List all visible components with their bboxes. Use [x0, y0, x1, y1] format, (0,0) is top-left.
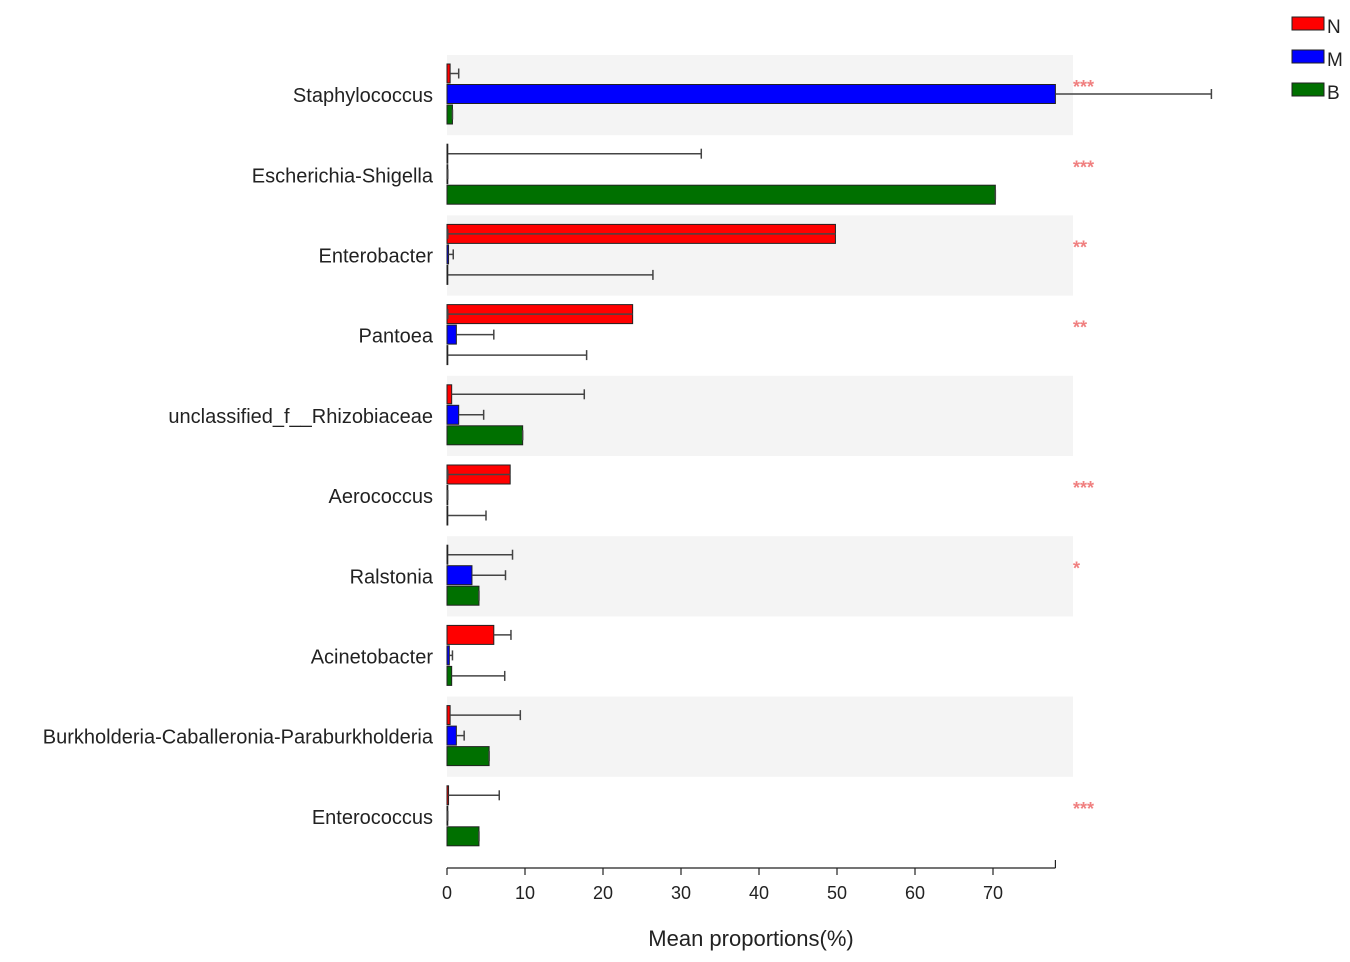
x-tick-label: 50: [827, 883, 847, 903]
x-tick-label: 40: [749, 883, 769, 903]
legend-label-B: B: [1327, 83, 1340, 104]
bar-N-1: [446, 63, 451, 84]
significance-marker: *: [1073, 558, 1080, 578]
bar-M-8: [446, 645, 450, 666]
bar-B-7: [446, 585, 480, 606]
category-label: Enterococcus: [312, 807, 433, 829]
significance-marker: ***: [1073, 77, 1094, 97]
bar-B-1: [446, 104, 453, 125]
bar-M-3: [446, 244, 450, 265]
bar-M-7: [446, 565, 473, 586]
row-band: [447, 536, 1073, 617]
category-label: unclassified_f__Rhizobiaceae: [168, 406, 433, 428]
bar-M-5: [446, 404, 460, 425]
bar-N-7: [446, 544, 449, 565]
category-label: Ralstonia: [350, 566, 434, 588]
x-tick-label: 60: [905, 883, 925, 903]
significance-marker: ***: [1073, 157, 1094, 177]
x-tick-label: 20: [593, 883, 613, 903]
row-band: [447, 696, 1073, 777]
legend-label-M: M: [1327, 50, 1343, 71]
significance-marker: **: [1073, 318, 1087, 338]
significance-marker: ***: [1073, 478, 1094, 498]
x-tick-label: 10: [515, 883, 535, 903]
bar-M-4: [446, 324, 457, 345]
x-tick-label: 70: [983, 883, 1003, 903]
bar-B-6: [446, 505, 449, 526]
category-label: Burkholderia-Caballeronia-Paraburkholder…: [43, 727, 434, 749]
category-label: Enterobacter: [318, 246, 433, 268]
bar-B-3: [446, 264, 449, 285]
legend-swatch-N: [1291, 16, 1325, 31]
bar-B-8: [446, 665, 453, 686]
legend-swatch-B: [1291, 82, 1325, 97]
bar-N-10: [446, 785, 450, 806]
category-label: Acinetobacter: [311, 647, 434, 669]
bar-M-1: [446, 84, 1056, 104]
bar-B-10: [446, 826, 480, 847]
bar-N-2: [446, 143, 449, 164]
legend-label-N: N: [1327, 17, 1341, 38]
bar-B-2: [446, 184, 996, 205]
legend-swatch-M: [1291, 49, 1325, 64]
significance-marker: ***: [1073, 799, 1094, 819]
category-label: Aerococcus: [329, 486, 434, 508]
bar-M-9: [446, 725, 457, 746]
bar-B-5: [446, 425, 524, 446]
category-label: Staphylococcus: [293, 85, 433, 107]
significance-marker: **: [1073, 238, 1087, 258]
bar-B-9: [446, 746, 490, 767]
bar-B-4: [446, 345, 449, 366]
row-band: [447, 375, 1073, 456]
category-label: Pantoea: [358, 326, 433, 348]
bar-N-5: [446, 384, 453, 405]
bar-N-9: [446, 705, 451, 726]
x-axis-title: Mean proportions(%): [648, 926, 853, 951]
x-tick-label: 30: [671, 883, 691, 903]
bar-N-8: [446, 624, 495, 645]
x-tick-label: 0: [442, 883, 452, 903]
category-label: Escherichia-Shigella: [252, 165, 434, 187]
